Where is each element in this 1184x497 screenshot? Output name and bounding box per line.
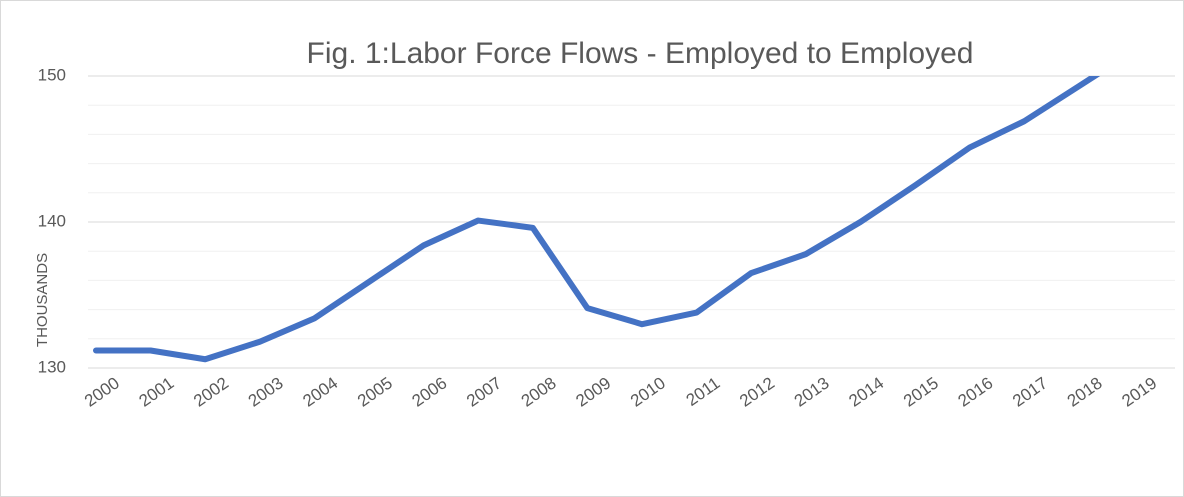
y-tick-label: 130 [38,357,66,376]
chart-title: Fig. 1:Labor Force Flows - Employed to E… [307,37,974,70]
y-axis-title: THOUSANDS [34,253,51,347]
y-tick-label: 140 [38,211,66,230]
plot-area [93,76,1101,363]
y-tick-label: 150 [38,65,66,84]
data-line [93,76,1101,363]
